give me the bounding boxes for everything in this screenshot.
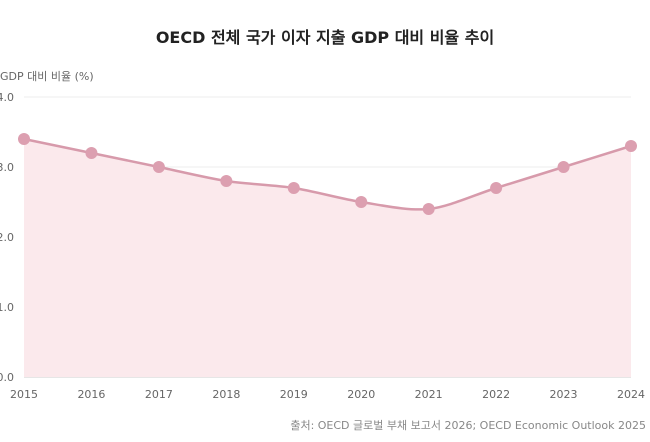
x-tick-label: 2019 [280,388,308,401]
x-tick-label: 2023 [550,388,578,401]
data-point-2022[interactable] [490,182,503,194]
x-tick-label: 2020 [347,388,375,401]
y-tick-label: 1.0 [0,301,14,314]
y-tick-label: 0.0 [0,371,14,384]
x-tick-label: 2021 [415,388,443,401]
data-point-2017[interactable] [152,161,165,173]
series-line [23,137,632,211]
x-tick-label: 2017 [145,388,173,401]
data-point-2021[interactable] [422,203,435,215]
data-points [18,133,637,215]
chart-title: OECD 전체 국가 이자 지출 GDP 대비 비율 추이 [155,28,495,47]
x-axis-ticks: 2015 2016 2017 2018 2019 2020 2021 2022 2023 2024 [10,388,645,401]
y-tick-label: 4.0 [0,91,14,104]
data-point-2024[interactable] [625,140,637,152]
data-point-2023[interactable] [557,161,570,173]
y-tick-label: 3.0 [0,161,14,174]
y-axis-label: GDP 대비 비율 (%) [0,70,94,83]
y-tick-label: 2.0 [0,231,14,244]
data-point-2020[interactable] [355,196,368,208]
data-point-2016[interactable] [85,147,98,159]
source-note: 출처: OECD 글로벌 부채 보고서 2026; OECD Economic … [290,419,646,432]
x-tick-label: 2016 [77,388,105,401]
x-tick-label: 2022 [482,388,510,401]
data-point-2019[interactable] [287,182,300,194]
data-point-2015[interactable] [18,133,30,145]
y-axis-ticks: 0.0 1.0 2.0 3.0 4.0 [0,91,14,384]
data-point-2018[interactable] [220,175,233,187]
x-tick-label: 2018 [212,388,240,401]
x-tick-label: 2015 [10,388,38,401]
x-tick-label: 2024 [617,388,645,401]
area-fill [24,139,631,377]
